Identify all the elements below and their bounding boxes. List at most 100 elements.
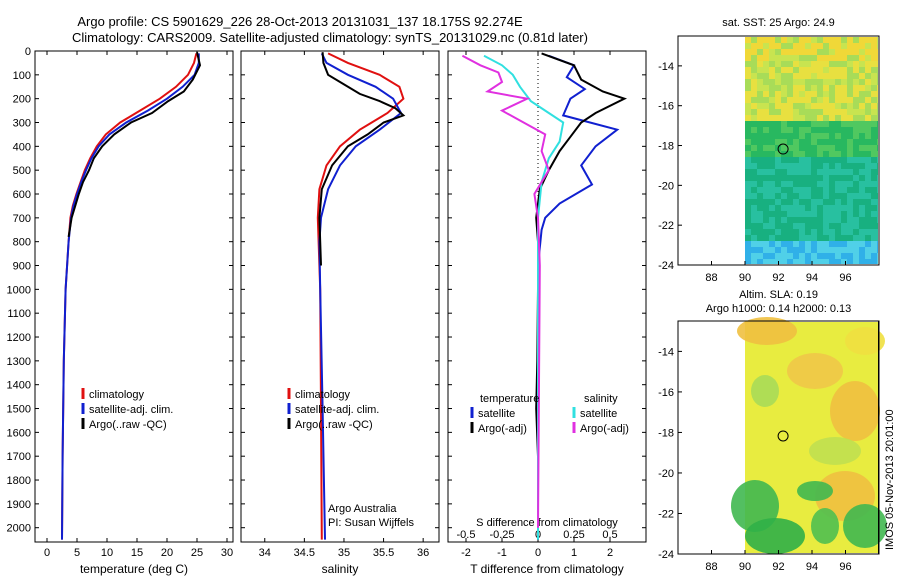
sst-cell — [847, 37, 853, 43]
sst-cell — [847, 199, 853, 205]
y-tick-label: -18 — [658, 427, 674, 439]
sst-cell — [775, 121, 781, 127]
sst-cell — [823, 253, 829, 259]
sst-cell — [805, 73, 811, 79]
y-tick-label: 1100 — [7, 308, 31, 320]
sst-cell — [799, 169, 805, 175]
sst-cell — [835, 229, 841, 235]
sst-cell — [793, 133, 799, 139]
sst-cell — [757, 175, 763, 181]
sst-cell — [805, 49, 811, 55]
sst-cell — [853, 139, 859, 145]
sst-cell — [781, 241, 787, 247]
sst-cell — [781, 127, 787, 133]
sst-cell — [787, 223, 793, 229]
sst-cell — [877, 49, 878, 55]
sst-cell — [757, 79, 763, 85]
sst-cell — [871, 259, 877, 264]
sst-cell — [751, 259, 757, 264]
sst-cell — [781, 133, 787, 139]
sst-cell — [745, 151, 751, 157]
sst-cell — [787, 187, 793, 193]
sst-cell — [799, 97, 805, 103]
sst-cell — [781, 235, 787, 241]
sst-cell — [787, 157, 793, 163]
sst-cell — [829, 205, 835, 211]
sst-cell — [871, 91, 877, 97]
x-tick-label: 96 — [839, 561, 851, 573]
sst-cell — [799, 79, 805, 85]
sst-cell — [805, 91, 811, 97]
sst-cell — [751, 115, 757, 121]
sst-cell — [799, 229, 805, 235]
sst-cell — [769, 85, 775, 91]
sst-cell — [877, 247, 878, 253]
sst-cell — [823, 175, 829, 181]
sst-cell — [787, 127, 793, 133]
sst-cell — [835, 223, 841, 229]
sst-cell — [847, 145, 853, 151]
sst-cell — [805, 37, 811, 43]
sst-cell — [871, 199, 877, 205]
x-tick-label: 0 — [535, 547, 541, 559]
sst-cell — [817, 49, 823, 55]
sst-cell — [799, 91, 805, 97]
legend-group-title: temperature — [480, 393, 539, 405]
sst-cell — [757, 109, 763, 115]
sst-cell — [847, 217, 853, 223]
sst-cell — [787, 145, 793, 151]
x-tick-label: 92 — [772, 561, 784, 573]
y-tick-label: 1300 — [7, 356, 31, 368]
annotation-text: Argo Australia — [328, 503, 397, 515]
sst-cell — [757, 85, 763, 91]
sst-cell — [817, 247, 823, 253]
sst-cell — [823, 193, 829, 199]
sst-cell — [823, 211, 829, 217]
sst-cell — [793, 247, 799, 253]
sst-cell — [787, 37, 793, 43]
y-tick-label: -14 — [658, 61, 674, 73]
salinity-profile-panel: 34 34.5 35 35.5 36 salinity climatology satelli… — [240, 50, 440, 576]
sst-cell — [769, 67, 775, 73]
sst-cell — [793, 235, 799, 241]
sst-cell — [823, 121, 829, 127]
sst-cell — [853, 73, 859, 79]
sst-cell — [877, 91, 878, 97]
sst-cell — [763, 229, 769, 235]
sst-cell — [757, 235, 763, 241]
sst-cell — [751, 157, 757, 163]
sst-cell — [835, 181, 841, 187]
sst-cell — [829, 253, 835, 259]
legend-label: Argo(..raw -QC) — [89, 419, 167, 431]
sst-cell — [835, 37, 841, 43]
sst-cell — [871, 211, 877, 217]
sst-cell — [865, 157, 871, 163]
sst-cell — [793, 157, 799, 163]
sst-cell — [799, 37, 805, 43]
sst-cell — [811, 187, 817, 193]
sst-cell — [751, 193, 757, 199]
sst-cell — [781, 193, 787, 199]
sst-cell — [769, 211, 775, 217]
sst-cell — [835, 139, 841, 145]
sst-cell — [769, 199, 775, 205]
sst-cell — [841, 73, 847, 79]
sst-cell — [841, 139, 847, 145]
sst-cell — [811, 199, 817, 205]
sst-cell — [799, 235, 805, 241]
sst-cell — [877, 235, 878, 241]
sst-cell — [775, 169, 781, 175]
sst-cell — [787, 67, 793, 73]
sst-cell — [745, 253, 751, 259]
sst-cell — [859, 127, 865, 133]
sst-cell — [823, 43, 829, 49]
sst-cell — [781, 109, 787, 115]
sst-cell — [775, 211, 781, 217]
sst-cell — [835, 205, 841, 211]
sst-cell — [769, 43, 775, 49]
sst-cell — [763, 103, 769, 109]
sst-cell — [769, 163, 775, 169]
sst-cell — [799, 247, 805, 253]
sst-cell — [757, 43, 763, 49]
sst-cell — [763, 259, 769, 264]
